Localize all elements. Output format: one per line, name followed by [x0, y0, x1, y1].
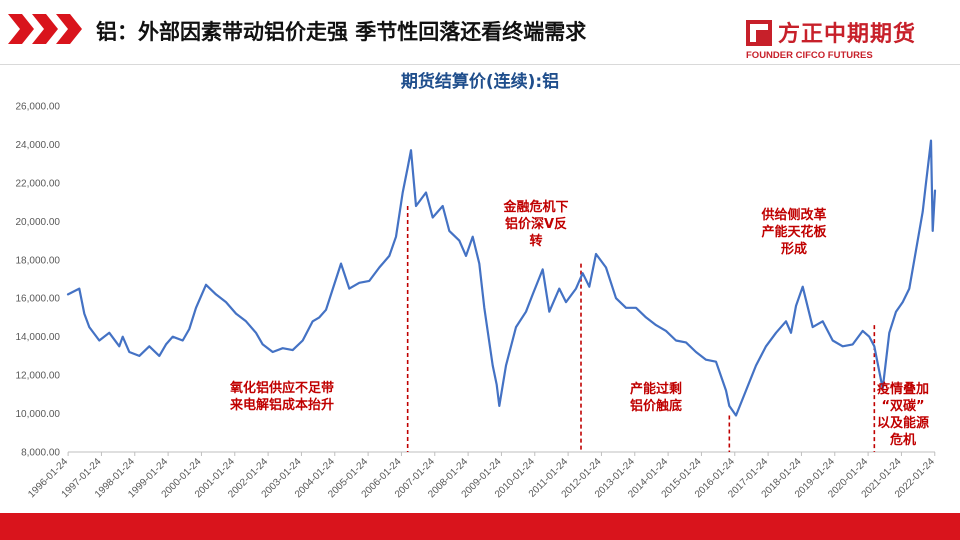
y-tick-label: 14,000.00: [16, 332, 61, 343]
y-tick-label: 10,000.00: [16, 409, 61, 420]
y-tick-label: 8,000.00: [21, 448, 60, 459]
series-line-aluminum: [66, 139, 937, 417]
y-tick-label: 12,000.00: [16, 371, 61, 382]
y-tick-label: 22,000.00: [16, 178, 61, 189]
footer-band: [0, 513, 960, 540]
chart-series: [66, 139, 937, 417]
aluminum-price-chart: 期货结算价(连续):铝 8,000.00 10,000.00 12,000.00 14…: [16, 71, 938, 501]
annotation-line: 产能天花板: [761, 224, 827, 240]
brand-name-en: FOUNDER CIFCO FUTURES: [746, 50, 873, 61]
founder-logo-icon: [746, 20, 772, 46]
y-tick-label: 18,000.00: [16, 255, 61, 266]
annotation-line: 危机: [890, 432, 916, 448]
annotation-text: 金融危机下铝价深V反转: [502, 199, 568, 249]
chart-axes: 8,000.00 10,000.00 12,000.00 14,000.00 16,00…: [16, 102, 938, 501]
annotation-line: 金融危机下: [502, 199, 568, 215]
y-tick-label: 24,000.00: [16, 140, 61, 151]
chart-title: 期货结算价(连续):铝: [401, 71, 559, 92]
annotation-text: 产能过剩铝价触底: [630, 381, 682, 414]
annotation-text: 疫情叠加“双碳”以及能源危机: [877, 381, 929, 448]
annotation-line: 供给侧改革: [760, 207, 826, 223]
annotation-line: 形成: [781, 241, 807, 257]
annotation-line: 来电解铝成本抬升: [229, 397, 334, 413]
annotation-line: 氧化铝供应不足带: [229, 380, 334, 396]
annotation-line: 铝价深V反: [505, 216, 567, 232]
y-tick-label: 20,000.00: [16, 217, 61, 228]
page-title: 铝：外部因素带动铝价走强 季节性回落还看终端需求: [96, 20, 587, 44]
y-tick-label: 16,000.00: [16, 294, 61, 305]
brand-name-cn: 方正中期期货: [778, 22, 917, 47]
y-tick-label: 26,000.00: [16, 102, 61, 113]
chevron-right-icon: [8, 14, 34, 44]
annotation-line: 转: [529, 233, 542, 249]
annotation-line: 以及能源: [877, 415, 929, 431]
title-chevrons: [8, 14, 82, 44]
annotation-line: “双碳”: [881, 398, 924, 414]
chevron-right-icon: [32, 14, 58, 44]
annotation-line: 产能过剩: [630, 381, 682, 397]
annotation-line: 铝价触底: [630, 398, 682, 414]
annotation-line: 疫情叠加: [877, 381, 929, 397]
chevron-right-icon: [56, 14, 82, 44]
annotation-text: 氧化铝供应不足带来电解铝成本抬升: [229, 380, 334, 413]
header-divider: [0, 64, 960, 65]
annotation-text: 供给侧改革产能天花板形成: [760, 207, 827, 257]
brand-logo: 方正中期期货 FOUNDER CIFCO FUTURES: [744, 14, 954, 64]
